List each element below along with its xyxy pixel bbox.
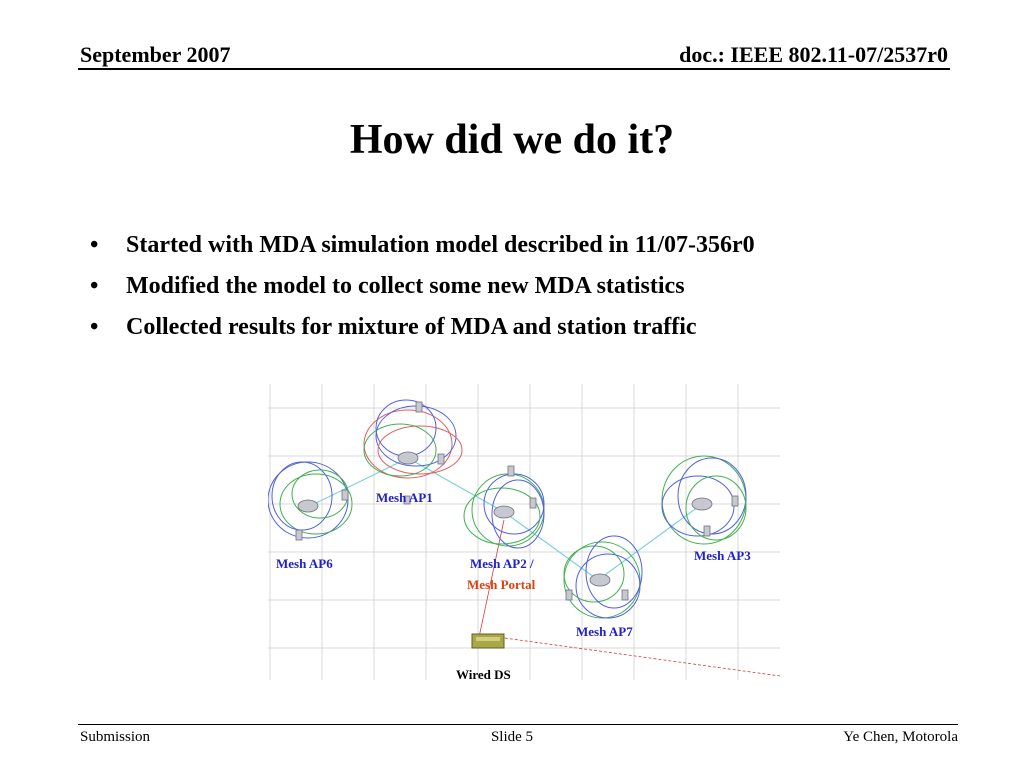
bullet-item: Collected results for mixture of MDA and… <box>90 312 755 353</box>
mesh-ap1-label: Mesh AP1 <box>376 490 433 505</box>
wired-ds-label: Wired DS <box>456 667 511 682</box>
mesh-portal-label: Mesh Portal <box>467 577 536 592</box>
bullet-item: Started with MDA simulation model descri… <box>90 230 755 271</box>
footer-slide-number: Slide 5 <box>490 729 534 745</box>
slide-title: How did we do it? <box>349 117 675 163</box>
mesh-network-diagram: Mesh AP1 Mesh AP6 Mesh AP2 / Mesh Portal… <box>268 384 780 682</box>
mesh-ap3-label: Mesh AP3 <box>694 548 751 563</box>
bullet-list: Started with MDA simulation model descri… <box>90 230 755 353</box>
header-date: September 2007 <box>80 42 231 67</box>
mesh-topology-graphic <box>268 384 780 680</box>
footer-divider <box>78 724 958 725</box>
footer-submission: Submission <box>80 729 151 745</box>
footer-author: Ye Chen, Motorola <box>843 729 958 745</box>
bullet-item: Modified the model to collect some new M… <box>90 271 755 312</box>
mesh-ap6-label: Mesh AP6 <box>276 556 333 571</box>
header-divider <box>78 68 950 70</box>
header-doc-id: doc.: IEEE 802.11-07/2537r0 <box>679 42 948 67</box>
mesh-ap7-label: Mesh AP7 <box>576 624 633 639</box>
mesh-ap2-label: Mesh AP2 / <box>470 556 534 571</box>
